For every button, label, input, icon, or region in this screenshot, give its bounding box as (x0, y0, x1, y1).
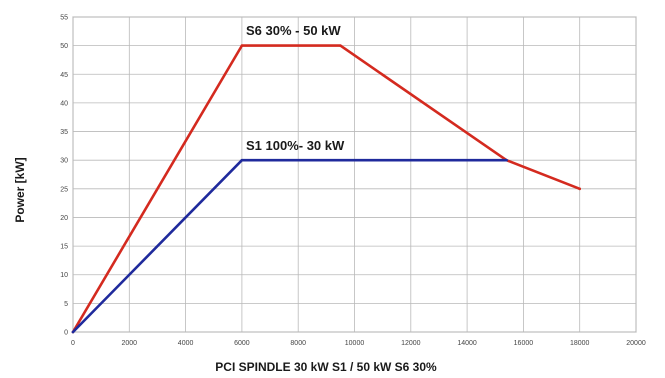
y-tick-labels: 0 5 10 15 20 25 30 35 40 45 50 55 (60, 15, 68, 337)
y-tick-label: 45 (60, 72, 68, 79)
series-1-point (505, 158, 508, 162)
x-tick-label: 8000 (290, 340, 306, 347)
x-tick-labels: 0 2000 4000 6000 8000 10000 12000 14000 16000 180… (71, 340, 646, 347)
series-0-point (578, 187, 581, 191)
y-axis-label: Power [kW] (13, 157, 27, 222)
series-lines (71, 44, 582, 334)
y-tick-label: 15 (60, 244, 68, 251)
series-0-point (339, 44, 342, 47)
x-tick-label: 10000 (345, 340, 365, 347)
x-axis-label: PCI SPINDLE 30 kW S1 / 50 kW S6 30% (215, 360, 437, 374)
y-tick-label: 50 (60, 43, 68, 50)
y-tick-label: 40 (60, 100, 68, 107)
x-tick-label: 12000 (401, 340, 421, 347)
x-tick-label: 14000 (457, 340, 477, 347)
series-label-s6: S6 30% - 50 kW (246, 23, 341, 38)
x-tick-label: 6000 (234, 340, 250, 347)
x-tick-label: 2000 (122, 340, 138, 347)
x-tick-label: 16000 (514, 340, 534, 347)
y-tick-label: 5 (64, 301, 68, 308)
y-tick-label: 35 (60, 129, 68, 136)
x-tick-label: 4000 (178, 340, 194, 347)
y-tick-label: 55 (60, 15, 68, 22)
series-0-point (240, 44, 244, 47)
y-tick-label: 30 (60, 158, 68, 165)
series-1-point (71, 330, 75, 334)
y-tick-label: 0 (64, 330, 68, 337)
y-tick-label: 20 (60, 215, 68, 222)
y-tick-label: 25 (60, 186, 68, 193)
series-label-s1: S1 100%- 30 kW (246, 138, 345, 153)
x-tick-label: 0 (71, 340, 75, 347)
x-tick-label: 18000 (570, 340, 590, 347)
series-1-point (240, 158, 244, 162)
x-tick-label: 20000 (626, 340, 646, 347)
grid-lines (72, 16, 637, 333)
y-tick-label: 10 (60, 272, 68, 279)
